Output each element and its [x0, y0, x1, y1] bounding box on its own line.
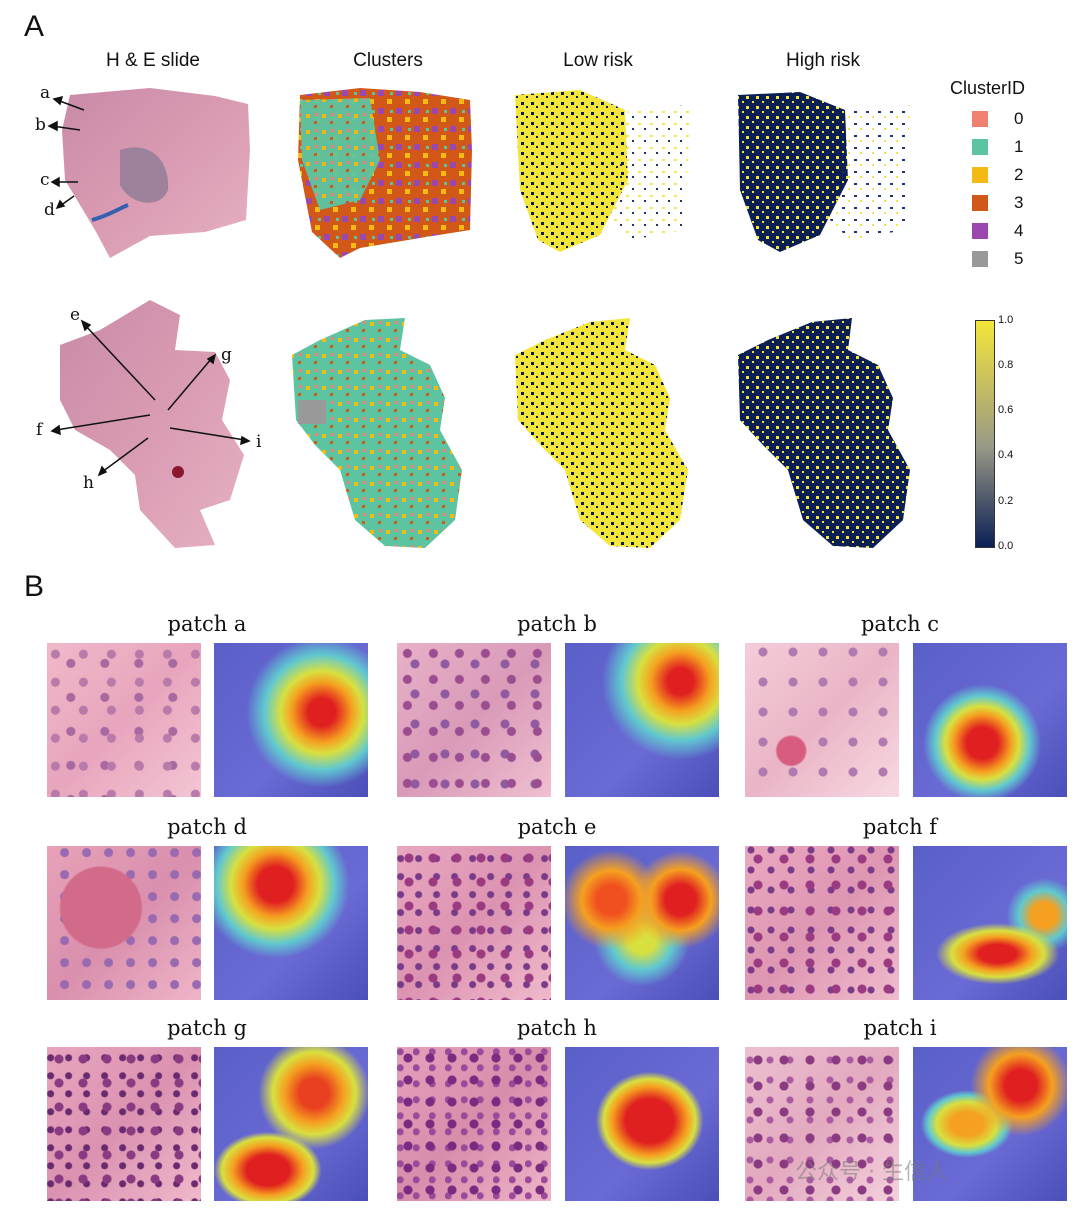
annotation-d: d [44, 200, 55, 220]
patch-heatmap-i [913, 1047, 1067, 1201]
high-risk-map-bottom [738, 318, 910, 548]
legend-item: 4 [972, 217, 1025, 245]
legend-swatch [972, 251, 988, 267]
patch-he-h [397, 1047, 551, 1201]
annotation-b: b [35, 115, 46, 135]
patch-he-a [47, 643, 201, 797]
patch-he-d [47, 846, 201, 1000]
patch-title-b: patch b [517, 612, 597, 636]
patch-heatmap-a [214, 643, 368, 797]
watermark: 公众号 · 生信人 [795, 1160, 948, 1185]
low-risk-map-top [515, 90, 628, 252]
risk-colorbar [975, 320, 995, 548]
patch-title-h: patch h [517, 1016, 597, 1040]
panel-b-letter: B [24, 570, 45, 603]
cluster-legend: ClusterID 0 1 2 3 4 5 [950, 78, 1025, 273]
patch-heatmap-h [565, 1047, 719, 1201]
colorbar-tick: 0.6 [998, 404, 1014, 416]
patch-heatmap-c [913, 643, 1067, 797]
legend-swatch [972, 223, 988, 239]
low-risk-map-bottom [515, 318, 688, 548]
legend-item: 0 [972, 105, 1025, 133]
column-title-clusters: Clusters [353, 50, 423, 71]
annotation-g: g [221, 345, 232, 365]
patch-title-c: patch c [860, 612, 940, 636]
panel-a-maps [47, 88, 910, 548]
patch-he-g [47, 1047, 201, 1201]
column-title-he: H & E slide [106, 50, 200, 71]
patch-heatmap-d [214, 846, 368, 1000]
clusters-map-bottom [292, 318, 462, 548]
legend-item: 3 [972, 189, 1025, 217]
panel-a-letter: A [24, 10, 45, 43]
colorbar-tick: 0.4 [998, 449, 1014, 461]
patch-title-g: patch g [167, 1016, 247, 1040]
patch-heatmap-b [565, 643, 719, 797]
column-title-low-risk: Low risk [563, 50, 633, 71]
patch-he-i [745, 1047, 899, 1201]
annotation-c: c [40, 170, 50, 190]
annotation-e: e [70, 305, 81, 325]
colorbar-tick: 0.8 [998, 359, 1014, 371]
annotation-i: i [256, 432, 262, 452]
patch-title-f: patch f [862, 815, 938, 839]
annotation-f: f [36, 420, 43, 440]
patch-he-b [397, 643, 551, 797]
legend-title: ClusterID [950, 78, 1026, 98]
patch-heatmap-g [214, 1047, 368, 1201]
patch-he-f [745, 846, 899, 1000]
patch-he-c [745, 643, 899, 797]
patch-title-a: patch a [167, 612, 247, 636]
annotation-h: h [83, 473, 94, 493]
patch-title-d: patch d [167, 815, 247, 839]
colorbar-tick: 0.2 [998, 495, 1014, 507]
legend-swatch [972, 111, 988, 127]
patch-heatmap-f [913, 846, 1067, 1000]
patch-title-i: patch i [863, 1016, 937, 1040]
patch-heatmap-e [565, 846, 719, 1000]
legend-item: 1 [972, 133, 1025, 161]
column-title-high-risk: High risk [786, 50, 860, 71]
he-slide-bottom [60, 300, 244, 548]
patch-he-e [397, 846, 551, 1000]
legend-swatch [972, 167, 988, 183]
legend-swatch [972, 195, 988, 211]
high-risk-map-top [738, 92, 848, 252]
patch-title-e: patch e [517, 815, 597, 839]
colorbar-tick: 0.0 [998, 540, 1014, 552]
legend-item: 2 [972, 161, 1025, 189]
annotation-a: a [40, 83, 51, 103]
legend-item: 5 [972, 245, 1025, 273]
legend-swatch [972, 139, 988, 155]
colorbar-tick: 1.0 [998, 314, 1014, 326]
